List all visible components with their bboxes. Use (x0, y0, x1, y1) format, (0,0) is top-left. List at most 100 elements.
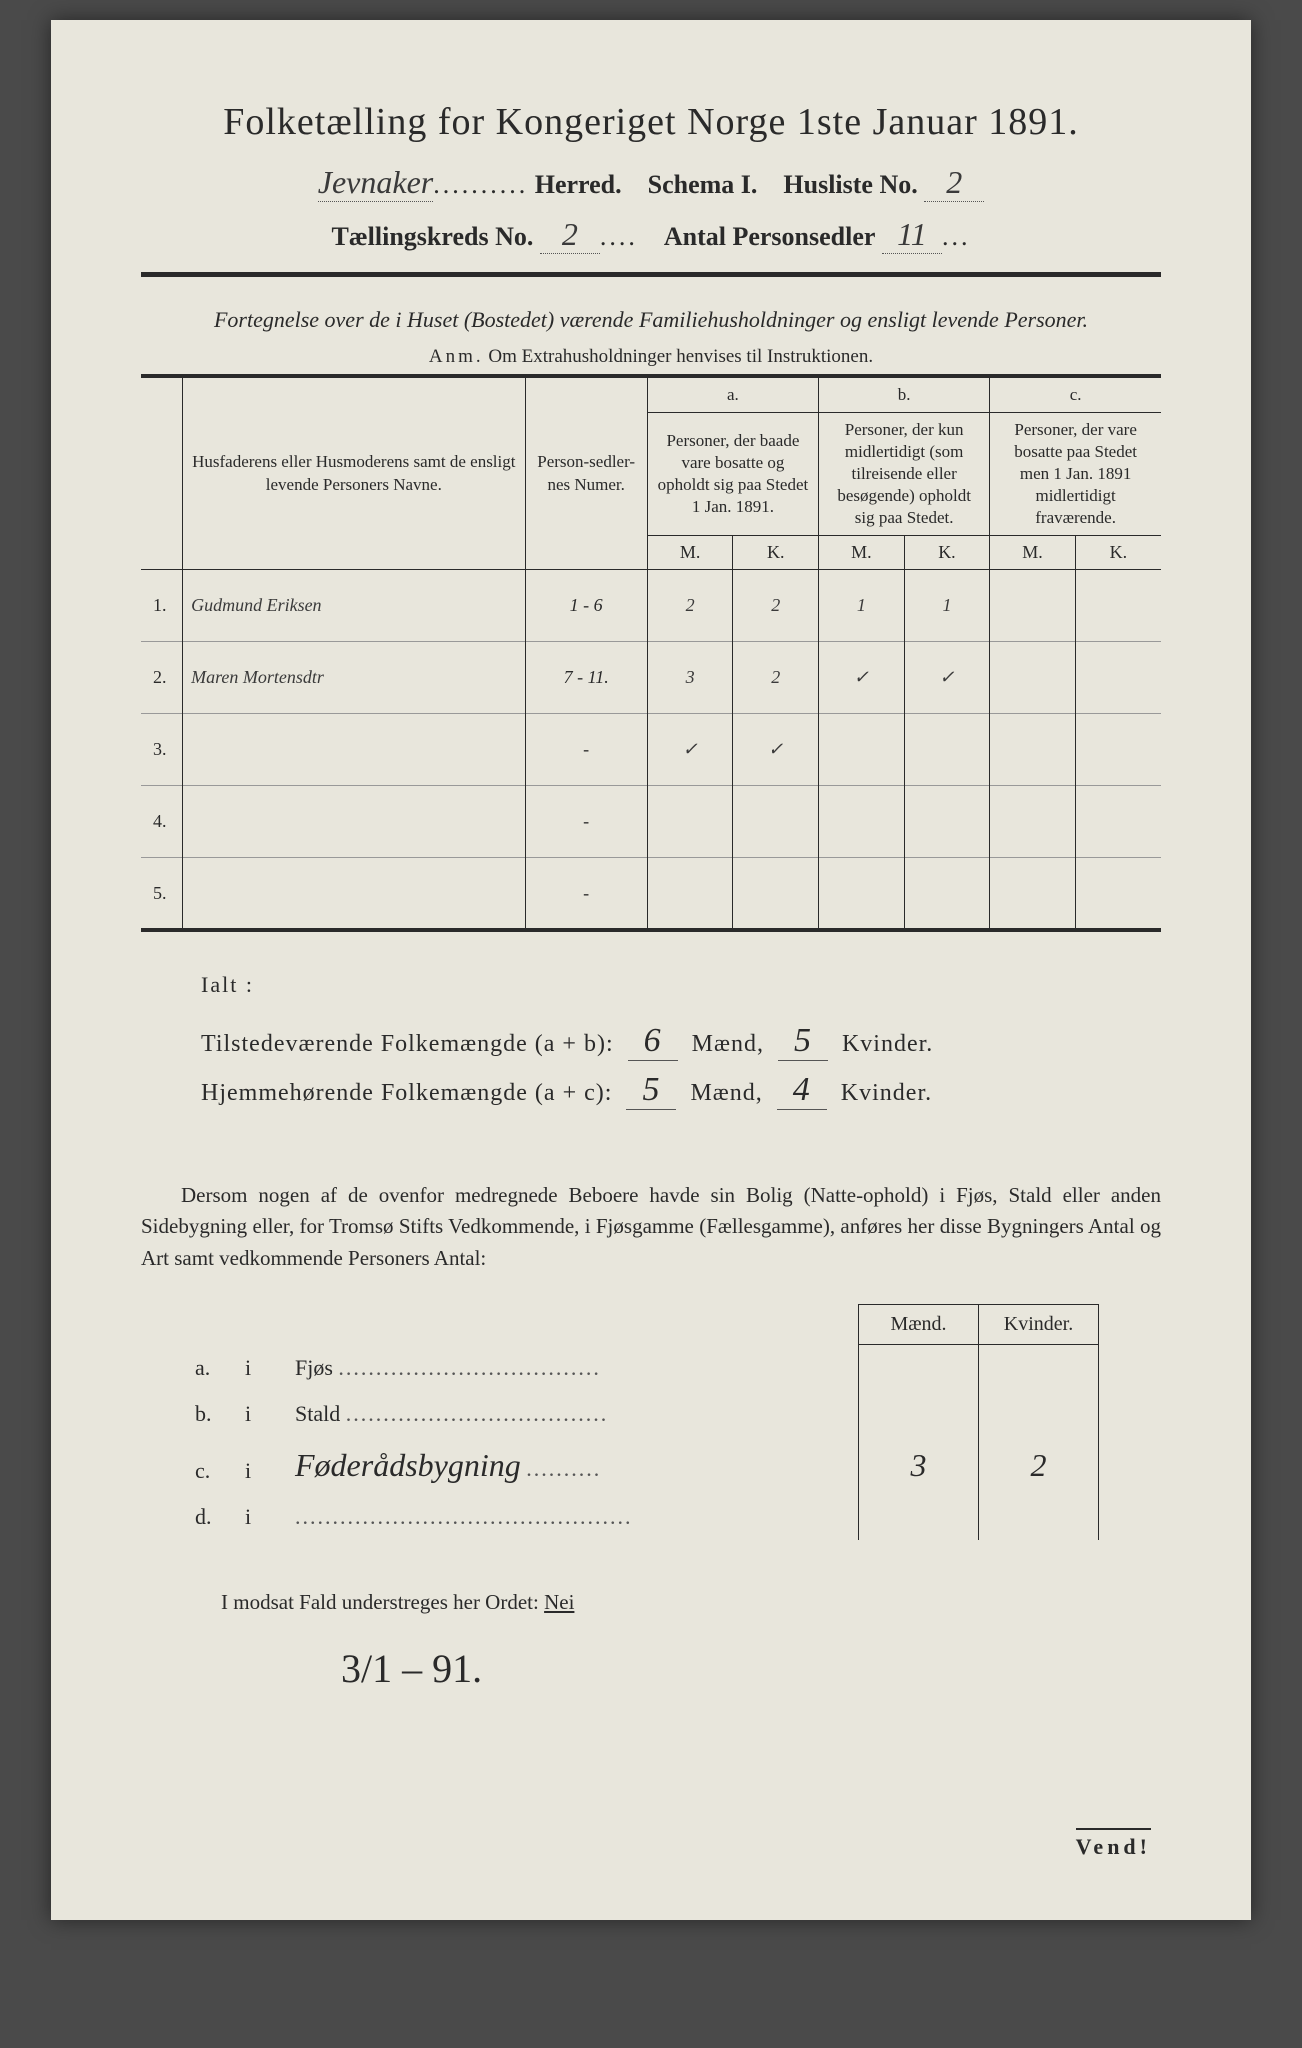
hdr-a-text: Personer, der baade vare bosatte og opho… (647, 412, 818, 535)
subtitle: Fortegnelse over de i Huset (Bostedet) v… (141, 305, 1161, 336)
husliste-value: 2 (924, 164, 984, 202)
herred-value: Jevnaker (318, 164, 433, 202)
kreds-value: 2 (540, 216, 600, 254)
hdr-b-text: Personer, der kun midlertidigt (som tilr… (819, 412, 990, 535)
sb-m: 3 (859, 1437, 979, 1494)
sb-label: b. (181, 1391, 231, 1437)
tot2-m: 5 (626, 1071, 676, 1110)
sb-hdr-m: Mænd. (859, 1305, 979, 1345)
row-am: 3 (647, 642, 733, 714)
row-bm (819, 858, 905, 930)
row-num: 5. (141, 858, 183, 930)
modsat-text: I modsat Fald understreges her Ordet: (221, 1590, 539, 1614)
row-ps: - (525, 786, 647, 858)
row-ak: 2 (733, 570, 819, 642)
sidebygning-para: Dersom nogen af de ovenfor medregnede Be… (141, 1180, 1161, 1275)
modsat-line: I modsat Fald understreges her Ordet: Ne… (221, 1590, 1161, 1615)
antal-label: Antal Personsedler (664, 222, 876, 251)
sb-desc: ........................................… (281, 1494, 859, 1540)
table-row: 5.- (141, 858, 1161, 930)
page-title: Folketælling for Kongeriget Norge 1ste J… (141, 100, 1161, 144)
kvinder-label2: Kvinder. (841, 1080, 932, 1106)
row-cm (990, 786, 1076, 858)
row-bm (819, 714, 905, 786)
sb-m (859, 1494, 979, 1540)
sb-hdr-k: Kvinder. (979, 1305, 1099, 1345)
tot2-k: 4 (777, 1071, 827, 1110)
sb-desc: Føderådsbygning .......... (281, 1437, 859, 1494)
row-name: Maren Mortensdtr (183, 642, 525, 714)
row-cm (990, 642, 1076, 714)
row-bm: 1 (819, 570, 905, 642)
sb-k (979, 1345, 1099, 1391)
row-ck (1075, 786, 1161, 858)
row-name (183, 858, 525, 930)
row-name: Gudmund Eriksen (183, 570, 525, 642)
sb-label: a. (181, 1345, 231, 1391)
row-ck (1075, 858, 1161, 930)
sb-label: c. (181, 1437, 231, 1494)
row-ps: - (525, 714, 647, 786)
divider (141, 272, 1161, 277)
table-row: 3.-✓✓ (141, 714, 1161, 786)
sb-i: i (231, 1345, 281, 1391)
sidebyg-row: d.i.....................................… (181, 1494, 1099, 1540)
row-bk: ✓ (904, 642, 990, 714)
row-ak (733, 786, 819, 858)
row-bm (819, 786, 905, 858)
sidebyg-table: Mænd. Kvinder. a.iFjøs .................… (181, 1304, 1099, 1540)
sb-i: i (231, 1494, 281, 1540)
row-ak: ✓ (733, 714, 819, 786)
hdr-a-label: a. (647, 376, 818, 413)
sb-k (979, 1494, 1099, 1540)
meta-line-2: Tællingskreds No. 2.... Antal Personsedl… (141, 216, 1161, 254)
row-bm: ✓ (819, 642, 905, 714)
main-table: Husfaderens eller Husmoderens samt de en… (141, 374, 1161, 932)
maend-label: Mænd, (692, 1031, 764, 1057)
row-num: 3. (141, 714, 183, 786)
sb-desc: Fjøs ................................... (281, 1345, 859, 1391)
row-cm (990, 858, 1076, 930)
row-bk: 1 (904, 570, 990, 642)
sb-m (859, 1345, 979, 1391)
row-bk (904, 786, 990, 858)
schema-label: Schema I. (648, 170, 758, 199)
table-row: 2.Maren Mortensdtr7 - 11.32✓✓ (141, 642, 1161, 714)
row-ck (1075, 642, 1161, 714)
ialt-label: Ialt : (201, 972, 1161, 998)
antal-value: 11 (882, 216, 942, 254)
sb-i: i (231, 1437, 281, 1494)
row-ps: 7 - 11. (525, 642, 647, 714)
footer-date: 3/1 – 91. (341, 1645, 1161, 1692)
hdr-cm: M. (990, 536, 1076, 570)
table-row: 4.- (141, 786, 1161, 858)
sidebyg-row: c.iFøderådsbygning ..........32 (181, 1437, 1099, 1494)
row-am (647, 858, 733, 930)
hdr-am: M. (647, 536, 733, 570)
sb-label: d. (181, 1494, 231, 1540)
totals-line-1: Tilstedeværende Folkemængde (a + b): 6 M… (201, 1022, 1161, 1061)
row-num: 1. (141, 570, 183, 642)
hdr-c-label: c. (990, 376, 1161, 413)
row-am (647, 786, 733, 858)
totals-line-2: Hjemmehørende Folkemængde (a + c): 5 Mæn… (201, 1071, 1161, 1110)
tot1-label: Tilstedeværende Folkemængde (a + b): (201, 1031, 614, 1057)
anm-line: Anm. Om Extrahusholdninger henvises til … (141, 346, 1161, 368)
sidebyg-table-wrap: Mænd. Kvinder. a.iFjøs .................… (181, 1304, 1201, 1540)
row-cm (990, 714, 1076, 786)
row-bk (904, 858, 990, 930)
row-ck (1075, 570, 1161, 642)
hdr-ps: Person-sedler-nes Numer. (525, 376, 647, 570)
sb-k: 2 (979, 1437, 1099, 1494)
tot2-label: Hjemmehørende Folkemængde (a + c): (201, 1080, 612, 1106)
sidebyg-row: a.iFjøs ................................… (181, 1345, 1099, 1391)
kvinder-label: Kvinder. (842, 1031, 933, 1057)
hdr-bk: K. (904, 536, 990, 570)
row-num: 2. (141, 642, 183, 714)
tot1-k: 5 (778, 1022, 828, 1061)
hdr-bm: M. (819, 536, 905, 570)
hdr-b-label: b. (819, 376, 990, 413)
hdr-ak: K. (733, 536, 819, 570)
vend-label: Vend! (1076, 1828, 1151, 1860)
row-ak (733, 858, 819, 930)
